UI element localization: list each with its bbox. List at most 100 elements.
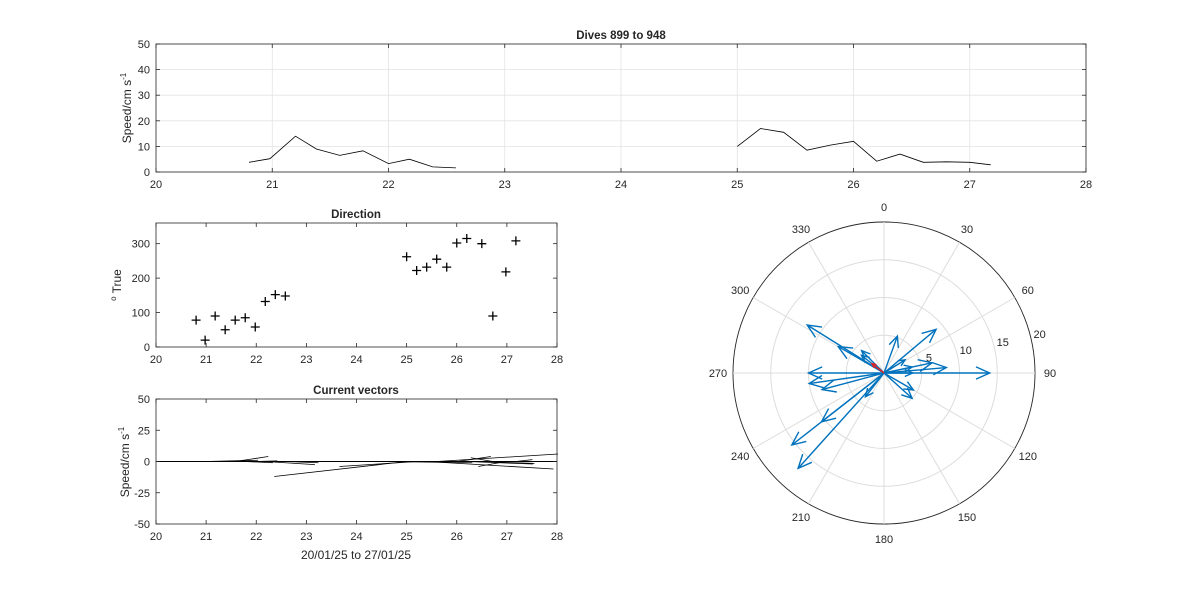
direction-y-label: o True	[109, 269, 124, 301]
compass-arrow-head	[917, 359, 934, 373]
current-vector	[205, 459, 259, 462]
y-tick-label: 50	[138, 394, 150, 406]
compass-arrow-head	[897, 358, 907, 367]
speed-title: Dives 899 to 948	[576, 30, 666, 42]
x-tick-label: 28	[551, 354, 563, 366]
compass-arrow-head	[806, 366, 823, 380]
current-vector	[470, 457, 493, 462]
compass-arrow-head	[975, 366, 992, 380]
current-vector	[265, 461, 315, 466]
x-tick-label: 20	[150, 531, 162, 543]
speed-y-label-text: Speed/cm s	[120, 80, 134, 143]
x-tick-label: 23	[300, 531, 312, 543]
compass-arrow	[797, 372, 885, 469]
compass-arrow	[864, 372, 885, 398]
x-tick-label: 21	[200, 354, 212, 366]
direction-title: Direction	[331, 209, 381, 221]
y-tick-label: -25	[134, 488, 150, 500]
vectors-x-label: 20/01/25 to 27/01/25	[301, 548, 411, 562]
direction-point	[412, 266, 422, 276]
compass-angle-label: 210	[792, 512, 810, 524]
direction-point	[422, 262, 432, 272]
y-tick-label: -50	[134, 519, 150, 531]
vectors-title: Current vectors	[313, 385, 399, 397]
compass-arrows	[790, 324, 992, 470]
x-tick-label: 26	[451, 354, 463, 366]
compass-arrow	[837, 345, 885, 374]
x-tick-label: 23	[300, 354, 312, 366]
direction-point	[442, 262, 452, 272]
compass-arrow	[883, 362, 933, 374]
vectors-y-label-sup: -1	[117, 426, 126, 434]
x-tick-label: 21	[266, 179, 278, 191]
x-tick-label: 21	[200, 531, 212, 543]
direction-point	[432, 254, 442, 264]
compass-angle-label: 330	[792, 224, 810, 236]
direction-axes-box	[155, 222, 558, 348]
y-tick-label: 20	[138, 116, 150, 128]
x-tick-label: 24	[615, 179, 627, 191]
direction-point	[462, 234, 472, 243]
y-tick-label: 0	[144, 342, 150, 354]
compass-angle-label: 90	[1044, 368, 1056, 380]
compass-arrow	[883, 372, 914, 391]
compass-mean-arrow	[871, 363, 885, 374]
compass-spoke	[883, 372, 960, 505]
compass-angle-label: 0	[881, 202, 887, 214]
current-vector	[479, 461, 535, 464]
current-vector	[515, 459, 533, 462]
compass-spoke	[808, 372, 885, 505]
vectors-y-ticks: -50 -25 0 25 50	[134, 394, 557, 531]
current-vector	[384, 461, 473, 464]
compass-arrow-head	[901, 387, 914, 400]
compass-radius-label: 15	[997, 337, 1009, 349]
compass-arrow	[809, 372, 885, 385]
compass-arrow-head	[888, 334, 899, 348]
compass-angle-label: 60	[1022, 285, 1034, 297]
x-tick-label: 23	[499, 179, 511, 191]
current-vector	[339, 461, 417, 467]
direction-point	[270, 290, 280, 300]
x-tick-label: 28	[1080, 179, 1092, 191]
x-tick-label: 22	[250, 354, 262, 366]
compass-angle-label: 300	[731, 285, 749, 297]
compass-arrow-head	[903, 381, 915, 391]
compass-arrow	[821, 372, 885, 391]
compass-arrow-head	[921, 328, 938, 344]
compass-arrow	[883, 372, 913, 399]
direction-point	[250, 322, 260, 332]
compass-spoke	[883, 241, 960, 374]
x-tick-label: 28	[551, 531, 563, 543]
compass-mean-arrow-head	[870, 362, 877, 369]
current-vector	[274, 461, 407, 477]
vectors-y-label: Speed/cm s-1	[117, 426, 132, 497]
speed-series	[248, 128, 991, 169]
direction-point	[501, 267, 511, 277]
y-tick-label: 10	[138, 141, 150, 153]
speed-x-ticks: 20 21 22 23 24 25 26 27 28	[150, 44, 1092, 191]
direction-point	[220, 325, 230, 335]
vectors-series	[156, 453, 559, 477]
current-vector	[457, 456, 491, 462]
direction-points	[191, 234, 521, 345]
current-vector	[426, 461, 554, 470]
speed-y-label: Speed/cm s-1	[119, 72, 134, 143]
y-tick-label: 0	[144, 457, 150, 469]
x-tick-label: 27	[964, 179, 976, 191]
direction-point	[210, 311, 220, 321]
compass-arrow-head	[860, 354, 870, 364]
x-tick-label: 26	[847, 179, 859, 191]
direction-point	[488, 311, 498, 321]
speed-panel: 20 21 22 23 24 25 26 27 28 0 10 20 30 40 50 Dives 899…	[119, 30, 1092, 191]
x-tick-label: 26	[451, 531, 463, 543]
compass-angle-label: 120	[1019, 451, 1037, 463]
compass-panel: 0 30 60 90 120 150 180 210 240 270 300 330 5 10 15 20	[709, 202, 1056, 546]
vectors-x-ticks: 20 21 22 23 24 25 26 27 28	[150, 399, 563, 543]
direction-point	[477, 239, 487, 249]
direction-point	[200, 335, 210, 345]
compass-arrow-head	[931, 361, 949, 376]
compass-arrow-head	[805, 324, 823, 338]
speed-y-ticks: 0 10 20 30 40 50	[138, 39, 1086, 179]
y-tick-label: 25	[138, 425, 150, 437]
